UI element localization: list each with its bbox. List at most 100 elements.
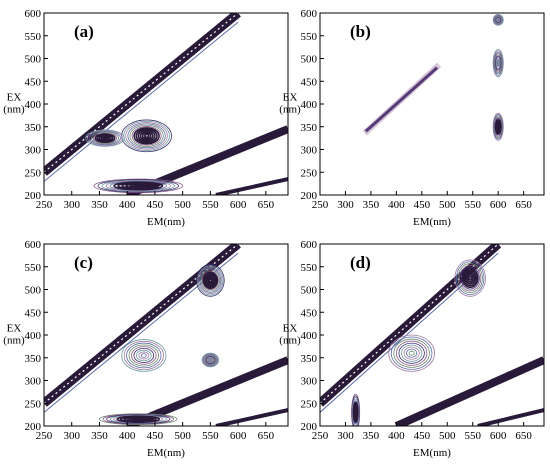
y-tick-label: 450 bbox=[301, 76, 318, 88]
contour-ring bbox=[494, 16, 502, 24]
x-axis-label: EM(nm) bbox=[413, 216, 451, 228]
panel-label: (a) bbox=[74, 22, 94, 41]
x-tick-label: 400 bbox=[119, 199, 136, 211]
contour-ring bbox=[456, 261, 485, 295]
x-axis-label: EM(nm) bbox=[147, 216, 185, 228]
y-tick-label: 400 bbox=[25, 99, 42, 111]
x-tick-label: 600 bbox=[490, 430, 507, 442]
contour-ring bbox=[143, 133, 150, 138]
contour-ring bbox=[196, 264, 225, 297]
y-tick-label: 550 bbox=[301, 262, 318, 274]
contour-ring bbox=[459, 264, 482, 292]
panel-1: 250 300 350 400 450 500 550 600 6502002503003504… bbox=[279, 8, 545, 228]
x-tick-label: 300 bbox=[63, 199, 80, 211]
panel-3: 250 300 350 400 450 500 550 600 6502002503003504… bbox=[279, 239, 545, 459]
x-tick-label: 250 bbox=[36, 199, 53, 211]
contour-ring bbox=[494, 116, 503, 137]
contour-ring bbox=[109, 414, 167, 424]
contour-ring bbox=[141, 132, 152, 140]
y-tick-label: 550 bbox=[301, 31, 318, 43]
x-tick-label: 650 bbox=[515, 199, 532, 211]
contour-ring bbox=[204, 354, 217, 366]
y-tick-label: 300 bbox=[25, 376, 42, 388]
contour-ring bbox=[131, 126, 162, 146]
y-axis-label: (nm) bbox=[3, 334, 25, 346]
contour-ring bbox=[461, 268, 479, 289]
contour-ring bbox=[493, 115, 503, 139]
x-tick-label: 250 bbox=[312, 430, 329, 442]
y-tick-label: 600 bbox=[25, 8, 42, 20]
y-tick-label: 500 bbox=[25, 54, 42, 66]
contour-ring bbox=[99, 413, 178, 426]
contour-ring bbox=[408, 350, 415, 356]
contour-ring bbox=[464, 271, 476, 285]
contour-ring bbox=[496, 18, 500, 22]
contour-ring bbox=[466, 273, 475, 283]
contour-ring bbox=[87, 130, 123, 146]
contour-ring bbox=[401, 344, 423, 362]
contour-ring bbox=[496, 124, 500, 129]
contour-ring bbox=[96, 134, 114, 143]
y-axis-label: (nm) bbox=[3, 103, 25, 115]
contour-ring bbox=[493, 15, 503, 25]
contour-ring bbox=[200, 269, 221, 292]
x-tick-label: 450 bbox=[414, 199, 431, 211]
contour-ring bbox=[206, 275, 215, 286]
y-axis-label: EX bbox=[7, 91, 22, 103]
contour-ring bbox=[204, 355, 216, 365]
contour-ring bbox=[202, 271, 219, 290]
x-tick-label: 300 bbox=[337, 430, 354, 442]
y-tick-label: 350 bbox=[301, 122, 318, 134]
contour-ring bbox=[127, 123, 166, 149]
y-tick-label: 450 bbox=[301, 307, 318, 319]
x-tick-label: 350 bbox=[363, 199, 380, 211]
contour-ring bbox=[92, 132, 118, 144]
x-tick-label: 450 bbox=[147, 199, 164, 211]
contour-ring bbox=[123, 340, 164, 371]
panel-label: (d) bbox=[350, 253, 371, 272]
y-tick-label: 250 bbox=[25, 398, 42, 410]
contour-ring bbox=[125, 122, 168, 150]
scatter-band-third bbox=[215, 177, 288, 195]
x-tick-label: 400 bbox=[388, 430, 405, 442]
contour-ring bbox=[128, 344, 160, 367]
y-tick-label: 400 bbox=[301, 99, 318, 111]
y-axis-label: EX bbox=[283, 322, 298, 334]
x-tick-label: 350 bbox=[91, 430, 108, 442]
y-tick-label: 450 bbox=[25, 76, 42, 88]
plot-area bbox=[44, 13, 288, 195]
contour-ring bbox=[457, 263, 483, 294]
contour-ring bbox=[495, 16, 501, 23]
contour-ring bbox=[496, 58, 501, 68]
y-tick-label: 250 bbox=[301, 167, 318, 179]
y-tick-label: 500 bbox=[301, 285, 318, 297]
contour-ring bbox=[133, 127, 160, 145]
contour-ring bbox=[454, 259, 486, 297]
contour-ring bbox=[139, 131, 154, 141]
contour-ring bbox=[91, 131, 119, 145]
contour-ring bbox=[354, 409, 357, 415]
contour-ring bbox=[93, 178, 184, 194]
contour-ring bbox=[204, 274, 216, 287]
contour-ring bbox=[492, 49, 504, 78]
contour-ring bbox=[133, 417, 143, 421]
plot-area bbox=[320, 244, 544, 426]
contour-ring bbox=[390, 336, 433, 370]
x-tick-label: 650 bbox=[258, 430, 275, 442]
contour-ring bbox=[201, 352, 220, 368]
contour-ring bbox=[497, 18, 500, 21]
contour-ring bbox=[393, 338, 430, 368]
contour-ring bbox=[102, 413, 174, 425]
y-tick-label: 350 bbox=[25, 122, 42, 134]
contour-ring bbox=[121, 119, 172, 153]
contour-ring bbox=[494, 53, 503, 74]
panel-label: (b) bbox=[350, 22, 371, 41]
contour-ring bbox=[140, 353, 147, 358]
scatter-band-third bbox=[215, 408, 288, 426]
contour-ring bbox=[201, 270, 219, 291]
y-tick-label: 350 bbox=[25, 353, 42, 365]
y-tick-label: 600 bbox=[301, 8, 318, 20]
contour-ring bbox=[97, 179, 180, 193]
contour-ring bbox=[495, 57, 501, 69]
contour-ring bbox=[202, 353, 219, 367]
